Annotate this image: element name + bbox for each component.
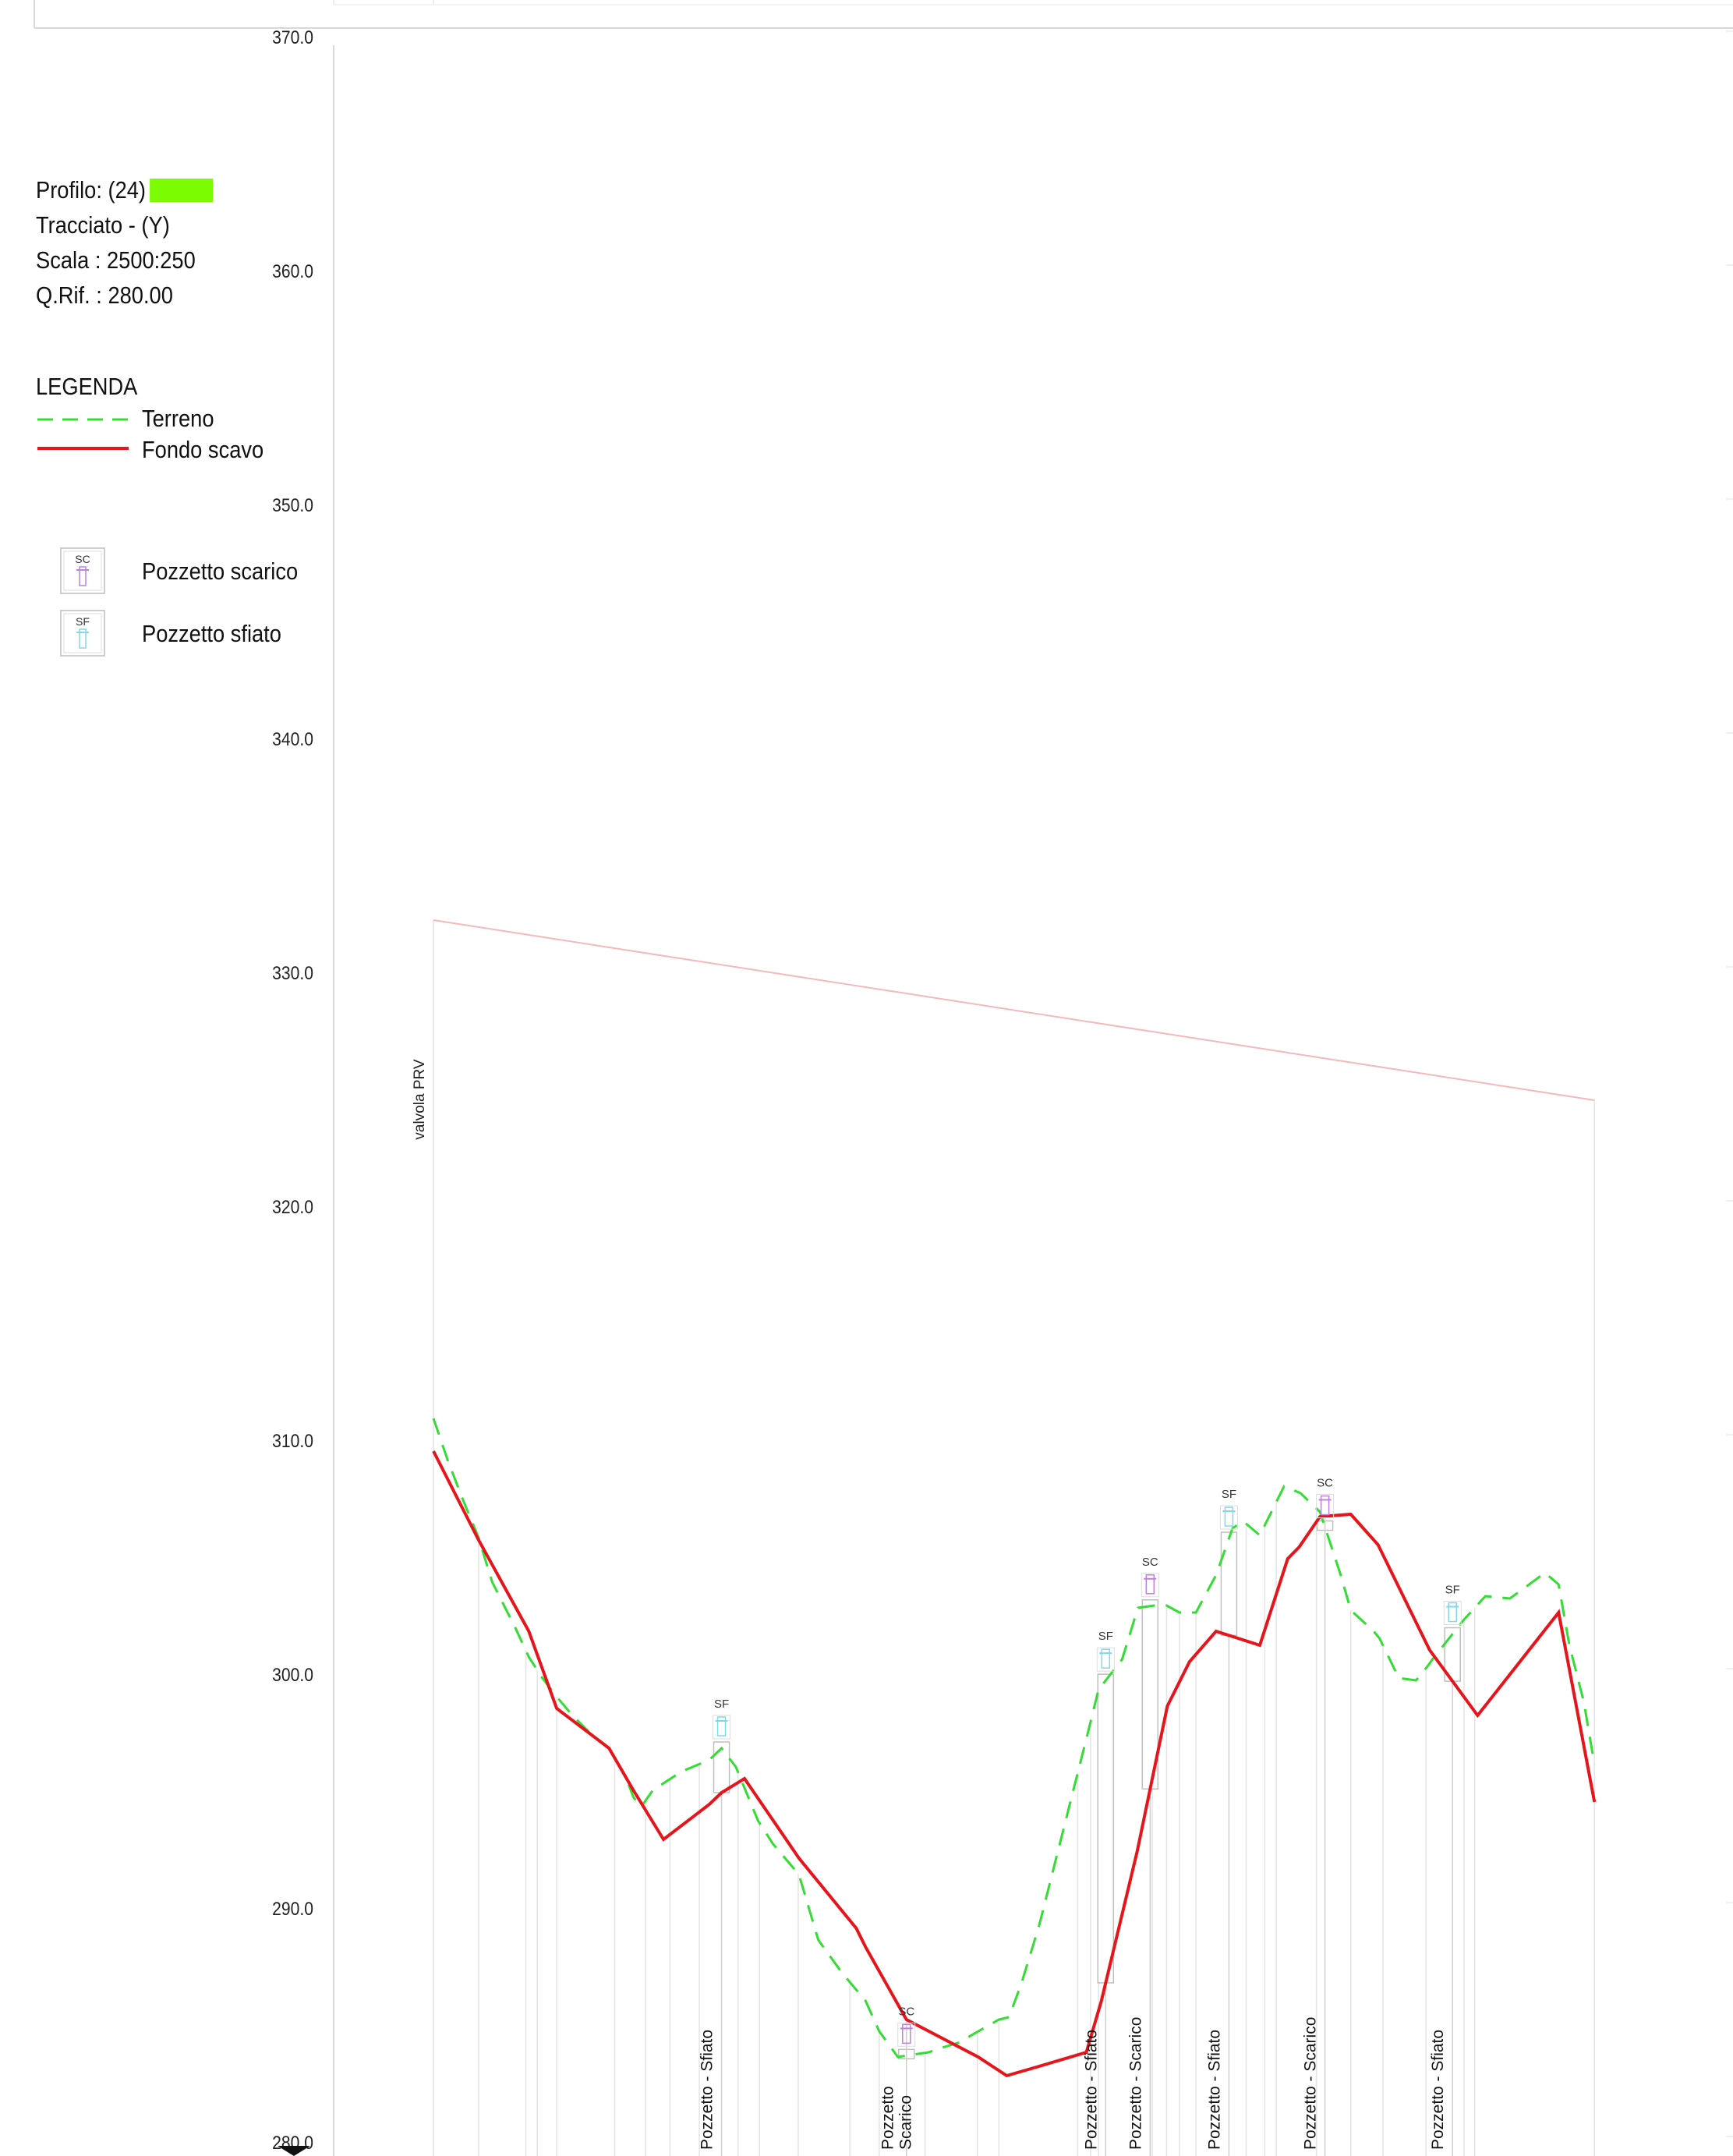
scarico-symbol-body — [1145, 1574, 1155, 1595]
pozzetto-sfiato-label: Pozzetto - Sfiato — [1205, 2030, 1223, 2150]
reference-marker-icon — [278, 2146, 310, 2156]
legend-fondo-scavo-label: Fondo scavo — [142, 436, 264, 463]
piezometric-line — [433, 919, 1595, 1101]
sfiato-symbol-frame — [1219, 1505, 1238, 1530]
station-annotations: valvola PRV Pozzetto - Sfiato Pozzetto Scar… — [412, 1059, 1447, 2150]
reference-level-label: Q.Rif. : 280.00 — [36, 281, 173, 309]
profile-series — [432, 919, 1597, 2078]
sfiato-symbol-code: SF — [1098, 1630, 1113, 1643]
legend-pozzetto-scarico-label: Pozzetto scarico — [142, 558, 299, 585]
y-tick-label: 360.0 — [272, 261, 313, 282]
legend-sfiato-icon-inner — [63, 613, 102, 653]
elevation-axis: 370.0 360.0 350.0 340.0 330.0 320.0 310.0 300.0… — [272, 27, 1733, 2156]
station-gridlines — [433, 920, 1596, 2156]
sfiato-symbol-code: SF — [1445, 1584, 1460, 1597]
pozzetto-scarico-label-line2: Scarico — [897, 2095, 915, 2150]
scarico-symbol-code: SC — [898, 2005, 914, 2018]
legend-pozzetto-sfiato-label: Pozzetto sfiato — [142, 620, 281, 647]
profile-number: Profilo: (24) — [36, 176, 147, 204]
scarico-symbol-body — [901, 2023, 911, 2044]
profile-label: Profilo: (24) — [36, 176, 214, 204]
legend-sfiato-icon-body — [79, 628, 87, 649]
y-tick-label: 330.0 — [272, 963, 313, 984]
y-tick-label: 370.0 — [272, 27, 313, 48]
pozzetto-scarico-label: Pozzetto - Scarico — [1126, 2017, 1144, 2150]
scarico-symbol-frame — [1316, 1494, 1335, 1519]
legend-scarico-icon-body — [79, 566, 87, 586]
sfiato-symbol-frame — [1096, 1647, 1115, 1672]
scarico-symbol-frame — [1141, 1573, 1159, 1598]
sfiato-symbol-body — [1448, 1602, 1457, 1623]
scarico-symbol-frame — [897, 2022, 916, 2047]
sfiato-symbol-code: SF — [1222, 1488, 1236, 1501]
scale-label: Scala : 2500:250 — [36, 246, 196, 274]
pozzetto-sfiato-label: Pozzetto - Sfiato — [1429, 2030, 1447, 2150]
y-tick-label: 350.0 — [272, 495, 313, 516]
sfiato-symbol-body — [716, 1716, 727, 1736]
y-tick-label: 300.0 — [272, 1665, 313, 1686]
legend-scarico-icon-inner — [63, 551, 102, 591]
y-tick-label: 340.0 — [272, 729, 313, 750]
drawing-frame — [34, 0, 1733, 29]
sfiato-symbol-frame — [1443, 1601, 1462, 1626]
scarico-symbol-code: SC — [1317, 1477, 1333, 1490]
y-tick-label: 290.0 — [272, 1899, 313, 1920]
legend-terreno-label: Terreno — [142, 405, 214, 432]
manhole-pipes — [713, 1516, 1461, 2156]
pozzetto-scarico-label-line1: Pozzetto — [879, 2086, 897, 2150]
sfiato-symbol-body — [1224, 1506, 1234, 1527]
legend-scarico-icon-code: SC — [75, 553, 90, 565]
track-label: Tracciato - (Y) — [36, 211, 170, 239]
pozzetto-scarico-label: Pozzetto - Scarico — [1302, 2017, 1320, 2150]
sfiato-symbol-frame — [713, 1715, 731, 1740]
pozzetto-sfiato-label: Pozzetto - Sfiato — [1082, 2030, 1100, 2150]
pozzetto-sfiato-label: Pozzetto - Sfiato — [699, 2030, 716, 2150]
legend-title: LEGENDA — [36, 373, 138, 400]
legend-symbols: SC SF — [37, 418, 129, 657]
valvola-prv-label: valvola PRV — [412, 1059, 428, 1139]
manhole-shaft — [1097, 1673, 1115, 1984]
profile-color-swatch — [150, 179, 214, 202]
manhole-symbols: SF SC SF SC SF SC SF — [713, 1477, 1462, 2047]
sfiato-symbol-code: SF — [714, 1698, 729, 1711]
scarico-symbol-body — [1320, 1495, 1330, 1516]
manhole-shaft — [1220, 1531, 1238, 1637]
sfiato-symbol-body — [1101, 1648, 1111, 1669]
fondo-scavo-line — [432, 1450, 1597, 2078]
terreno-line — [432, 1418, 1596, 2059]
scarico-symbol-code: SC — [1142, 1556, 1158, 1569]
legend-sfiato-icon-code: SF — [76, 615, 90, 628]
y-tick-label: 310.0 — [272, 1431, 313, 1452]
y-tick-label: 320.0 — [272, 1197, 313, 1218]
